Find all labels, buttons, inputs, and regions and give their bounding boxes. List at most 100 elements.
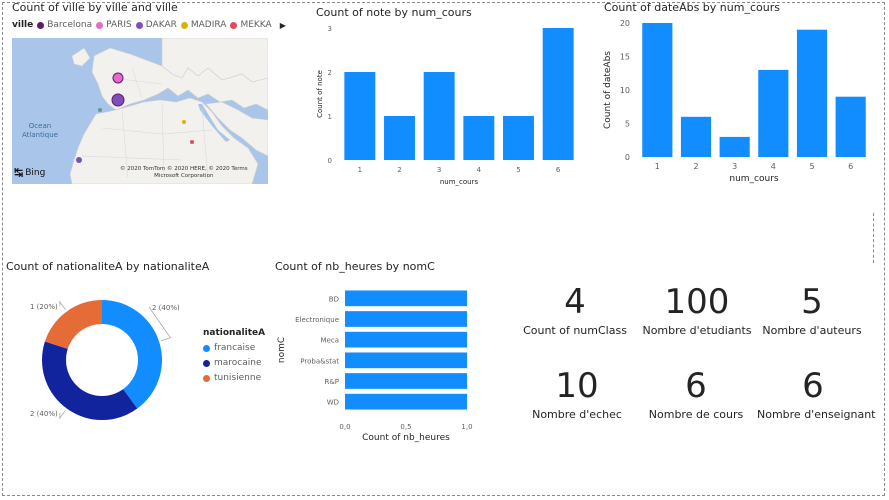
legend-next-arrow-icon[interactable]: ▶ <box>279 20 286 30</box>
bar[interactable] <box>796 29 828 158</box>
x-axis-title: num_cours <box>729 174 779 184</box>
kpi-card-etudiants[interactable]: 100 Nombre d'etudiants <box>637 282 757 337</box>
kpi-label: Nombre d'enseignant <box>757 408 876 421</box>
legend-dot-icon <box>135 21 143 29</box>
y-tick-label: 15 <box>620 53 630 62</box>
donut-slice[interactable] <box>41 341 138 420</box>
nationalite-legend-item[interactable]: tunisienne <box>203 373 265 383</box>
y-tick-label: 5 <box>625 120 630 129</box>
bar[interactable] <box>463 116 495 160</box>
kpi-value: 100 <box>664 282 730 322</box>
bar[interactable] <box>758 69 789 157</box>
kpi-card-echec[interactable]: 10 Nombre d'echec <box>520 366 634 421</box>
kpi-card-cours[interactable]: 6 Nombre de cours <box>637 366 755 421</box>
bar[interactable] <box>345 373 467 389</box>
legend-dot-icon <box>203 344 210 352</box>
bar[interactable] <box>345 393 467 410</box>
bar[interactable] <box>719 136 750 157</box>
x-tick-label: 0,5 <box>400 423 411 431</box>
nationalite-legend-label: francaise <box>214 343 256 353</box>
x-tick-label: 0,0 <box>339 423 350 431</box>
donut-data-label: 2 (40%) <box>30 410 58 418</box>
bar[interactable] <box>345 290 467 307</box>
legend-dot-icon <box>230 21 238 29</box>
nationalite-donut-chart[interactable]: 2 (40%) 2 (40%) 1 (20%) <box>0 276 200 450</box>
map-legend-label: MADIRA <box>190 20 227 30</box>
note-bar-chart[interactable]: 0 1 2 3 1 2 3 4 5 6 num_cours Count of note <box>300 18 590 190</box>
nationalite-legend-label: marocaine <box>214 358 262 368</box>
leader-line <box>59 300 66 311</box>
legend-dot-icon <box>96 21 104 29</box>
bar[interactable] <box>835 96 866 157</box>
legend-dot-icon <box>37 21 45 29</box>
donut-slice[interactable] <box>44 300 102 349</box>
x-tick-label: 2 <box>693 162 698 171</box>
bar[interactable] <box>542 28 574 160</box>
small-marker[interactable] <box>98 108 102 112</box>
map-legend-item[interactable]: MADIRA <box>180 20 227 30</box>
kpi-value: 5 <box>801 282 823 322</box>
nationalite-legend-item[interactable]: marocaine <box>203 358 265 368</box>
x-tick-label: 1,0 <box>461 423 472 431</box>
bar[interactable] <box>680 116 712 157</box>
mekka-marker[interactable] <box>190 140 194 144</box>
bing-logo: ↹ Bing <box>14 166 45 179</box>
map-legend-label: PARIS <box>106 20 132 30</box>
donut-data-label: 2 (40%) <box>152 304 180 312</box>
bing-icon: ↹ <box>14 166 24 179</box>
bar[interactable] <box>642 23 673 157</box>
madira-marker[interactable] <box>182 120 186 124</box>
bar[interactable] <box>503 116 534 160</box>
y-tick-label: WD <box>327 399 339 407</box>
donut-slice[interactable] <box>102 300 163 409</box>
dateabs-bar-chart[interactable]: 0 5 10 15 20 1 2 3 4 5 6 num_cours Count of dateAbs <box>596 12 880 192</box>
bar[interactable] <box>345 331 467 348</box>
x-tick-label: 2 <box>397 166 401 174</box>
kpi-label: Nombre d'echec <box>532 408 622 421</box>
bar[interactable] <box>384 116 415 160</box>
x-tick-label: 4 <box>771 162 776 171</box>
kpi-label: Nombre de cours <box>648 408 744 421</box>
map-legend-item[interactable]: PARIS <box>96 20 132 30</box>
bar[interactable] <box>345 352 467 369</box>
map-attribution-line1: © 2020 TomTom © 2020 HERE, © 2020 Terms <box>120 166 248 172</box>
kpi-card-auteurs[interactable]: 5 Nombre d'auteurs <box>757 282 867 337</box>
barcelona-marker[interactable] <box>111 93 125 107</box>
kpi-card-numclass[interactable]: 4 Count of numClass <box>520 282 630 337</box>
map-legend-item[interactable]: DAKAR <box>135 20 177 30</box>
map-legend: ville Barcelona PARIS DAKAR MADIRA MEKKA ▶ <box>12 20 286 30</box>
map-legend-item[interactable]: Barcelona <box>37 20 92 30</box>
kpi-value: 10 <box>555 366 599 406</box>
bar[interactable] <box>345 311 467 327</box>
bing-label: Bing <box>25 167 46 178</box>
x-tick-label: 1 <box>358 166 362 174</box>
dakar-marker[interactable] <box>76 157 82 163</box>
nbheures-bar-chart[interactable]: BD Electronique Meca Proba&stat R&P WD 0,0 0,5 1… <box>270 280 485 450</box>
bar[interactable] <box>344 72 376 160</box>
x-axis-title: Count of nb_heures <box>362 433 450 443</box>
y-axis-title: nomC <box>277 337 287 363</box>
x-tick-label: 6 <box>556 166 561 174</box>
y-tick-label: 0 <box>328 157 332 165</box>
paris-marker[interactable] <box>112 72 124 84</box>
ocean-label-line1: Ocean <box>28 122 52 130</box>
map-attribution: © 2020 TomTom © 2020 HERE, © 2020 Terms … <box>120 166 248 180</box>
nationalite-legend-label: tunisienne <box>214 373 262 383</box>
map-canvas[interactable]: Ocean Atlantique ↹ Bing © 2020 TomTom © … <box>12 38 268 184</box>
y-tick-label: 2 <box>328 69 332 77</box>
dateabs-chart-title: Count of dateAbs by num_cours <box>604 1 780 14</box>
nationalite-legend-item[interactable]: francaise <box>203 343 265 353</box>
kpi-value: 6 <box>802 366 824 406</box>
legend-dot-icon <box>203 374 210 382</box>
kpi-value: 4 <box>564 282 586 322</box>
map-legend-item[interactable]: MEKKA <box>230 20 272 30</box>
x-tick-label: 3 <box>437 166 441 174</box>
y-tick-label: Proba&stat <box>300 357 339 365</box>
kpi-card-enseignant[interactable]: 6 Nombre d'enseignant <box>757 366 876 421</box>
leader-line <box>148 306 172 342</box>
nationalite-legend-title: nationaliteA <box>203 328 266 338</box>
bar[interactable] <box>423 72 455 160</box>
map-legend-title: ville <box>12 20 34 30</box>
kpi-value: 6 <box>685 366 707 406</box>
